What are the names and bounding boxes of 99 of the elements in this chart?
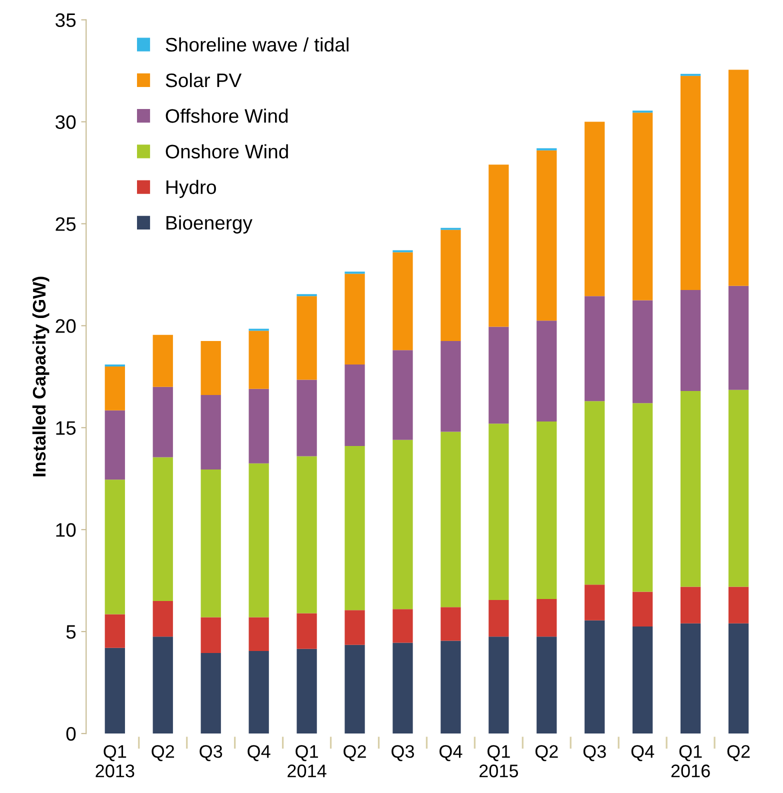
- bar: [584, 122, 605, 296]
- bar: [104, 480, 125, 614]
- bar: [632, 626, 653, 734]
- bar: [680, 586, 701, 624]
- bar: [728, 390, 749, 587]
- bar: [392, 440, 413, 610]
- bar: [296, 296, 317, 380]
- bar: [536, 320, 557, 422]
- bar: [200, 617, 221, 653]
- y-tick-label: 10: [56, 523, 76, 537]
- bar: [440, 607, 461, 641]
- bar: [632, 300, 653, 404]
- bar: [440, 340, 461, 432]
- x-tick-label: Q3: [583, 745, 606, 762]
- bar: [344, 644, 365, 734]
- x-tick-label: Q2: [152, 745, 174, 762]
- bar: [152, 600, 173, 637]
- bar: [536, 150, 557, 321]
- bar: [152, 386, 173, 458]
- x-tick-label: Q3: [392, 745, 414, 762]
- bar: [584, 584, 605, 620]
- y-tick-label: 30: [56, 115, 76, 130]
- bar: [680, 290, 701, 391]
- x-tick-label: Q1 2014: [288, 745, 326, 778]
- bar: [728, 286, 749, 390]
- bar: [296, 380, 317, 456]
- legend-label: Shoreline wave / tidal: [166, 37, 348, 52]
- bar: [344, 274, 365, 364]
- bar: [632, 592, 653, 626]
- bar: [200, 340, 221, 396]
- bar: [104, 648, 125, 734]
- x-tick-label: Q2: [344, 745, 366, 762]
- x-tick-label: Q2: [535, 745, 558, 762]
- x-tick-label: Q4: [440, 745, 462, 762]
- x-tick-label: Q1 2013: [96, 745, 134, 778]
- bar: [440, 230, 461, 341]
- bar: [296, 613, 317, 649]
- bar: [392, 252, 413, 350]
- bar: [584, 620, 605, 734]
- bar: [104, 614, 125, 648]
- bar: [584, 296, 605, 402]
- legend-label: Onshore Wind: [166, 144, 288, 158]
- bar: [680, 76, 701, 290]
- bar: [440, 432, 461, 608]
- bar: [248, 388, 269, 464]
- bar: [344, 610, 365, 645]
- bar: [632, 112, 653, 300]
- bar: [536, 598, 557, 637]
- y-tick-label: 25: [56, 217, 76, 231]
- bar: [200, 469, 221, 618]
- bar: [584, 401, 605, 585]
- bar: [200, 652, 221, 734]
- y-axis-title: Installed Capacity (GW): [32, 276, 50, 476]
- bar: [344, 364, 365, 446]
- bar: [392, 642, 413, 734]
- bar: [344, 446, 365, 610]
- bar: [152, 334, 173, 387]
- bar: [248, 330, 269, 389]
- bar: [200, 395, 221, 470]
- y-tick-label: 0: [66, 726, 76, 741]
- x-tick-label: Q2: [727, 745, 750, 762]
- y-tick-label: 15: [56, 421, 76, 435]
- y-tick-label: 35: [56, 13, 76, 28]
- bar: [152, 636, 173, 734]
- bar: [296, 456, 317, 614]
- bar: [248, 463, 269, 618]
- bar: [488, 600, 509, 637]
- bar: [536, 636, 557, 734]
- bar: [440, 640, 461, 734]
- bar: [296, 648, 317, 734]
- bar: [680, 623, 701, 734]
- bar: [488, 326, 509, 424]
- legend-label: Offshore Wind: [166, 108, 288, 123]
- x-tick-label: Q1 2016: [671, 745, 710, 778]
- bar: [248, 617, 269, 651]
- bar: [728, 70, 749, 286]
- bar: [488, 424, 509, 600]
- bar: [152, 457, 173, 601]
- x-tick-label: Q4: [631, 745, 654, 762]
- x-tick-label: Q1 2015: [480, 745, 518, 778]
- y-tick-label: 5: [66, 625, 76, 639]
- legend-label: Solar PV: [166, 72, 242, 88]
- bar: [392, 350, 413, 440]
- bar: [728, 586, 749, 624]
- bar: [680, 390, 701, 587]
- bar: [536, 422, 557, 599]
- bar: [488, 636, 509, 734]
- bar: [392, 609, 413, 643]
- x-tick-label: Q3: [200, 745, 222, 762]
- bar: [248, 650, 269, 734]
- x-tick-label: Q4: [248, 745, 270, 762]
- bar: [632, 403, 653, 592]
- legend-label: Bioenergy: [166, 215, 252, 234]
- legend-label: Hydro: [166, 180, 216, 198]
- bar: [488, 164, 509, 327]
- bar: [728, 623, 749, 734]
- y-tick-label: 20: [56, 319, 76, 333]
- bar: [104, 410, 125, 480]
- bar: [104, 366, 125, 410]
